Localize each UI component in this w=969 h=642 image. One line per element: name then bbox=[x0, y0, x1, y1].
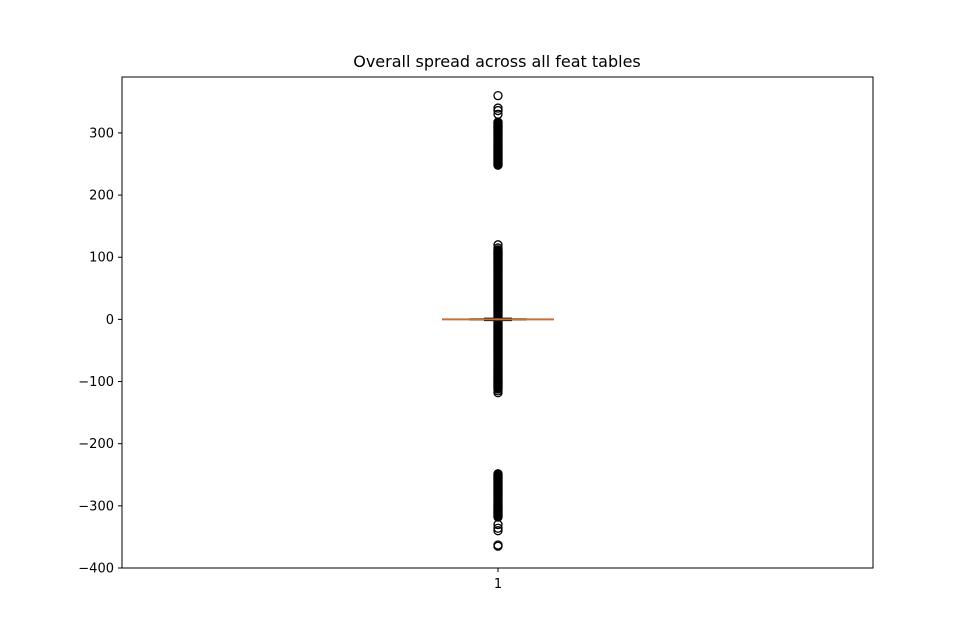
outlier-point bbox=[493, 240, 503, 250]
chart-title: Overall spread across all feat tables bbox=[353, 52, 641, 71]
outlier-point bbox=[493, 103, 503, 113]
outlier-point bbox=[493, 91, 503, 101]
y-tick-label: −400 bbox=[78, 562, 114, 577]
outlier-point bbox=[493, 526, 503, 536]
y-tick-label: −100 bbox=[78, 375, 114, 390]
y-tick-label: −300 bbox=[78, 499, 114, 514]
outlier-point bbox=[493, 519, 503, 530]
axes: −400 −300 −200 −100 0 100 200 300 1 bbox=[78, 76, 874, 592]
outlier-point bbox=[493, 469, 503, 479]
y-tick-label: 200 bbox=[89, 189, 114, 204]
outlier-point bbox=[493, 541, 503, 551]
outlier-point bbox=[493, 243, 503, 253]
y-tick-label: 0 bbox=[106, 313, 114, 328]
outlier-point bbox=[493, 109, 503, 119]
y-tick-label: 300 bbox=[89, 126, 114, 141]
outlier-point bbox=[493, 388, 503, 398]
outlier-point bbox=[493, 105, 503, 116]
x-tick-label: 1 bbox=[494, 577, 502, 592]
plot-area bbox=[442, 91, 554, 551]
y-tick-label: −200 bbox=[78, 437, 114, 452]
y-tick-label: 100 bbox=[89, 251, 114, 266]
outlier-point bbox=[493, 523, 503, 533]
